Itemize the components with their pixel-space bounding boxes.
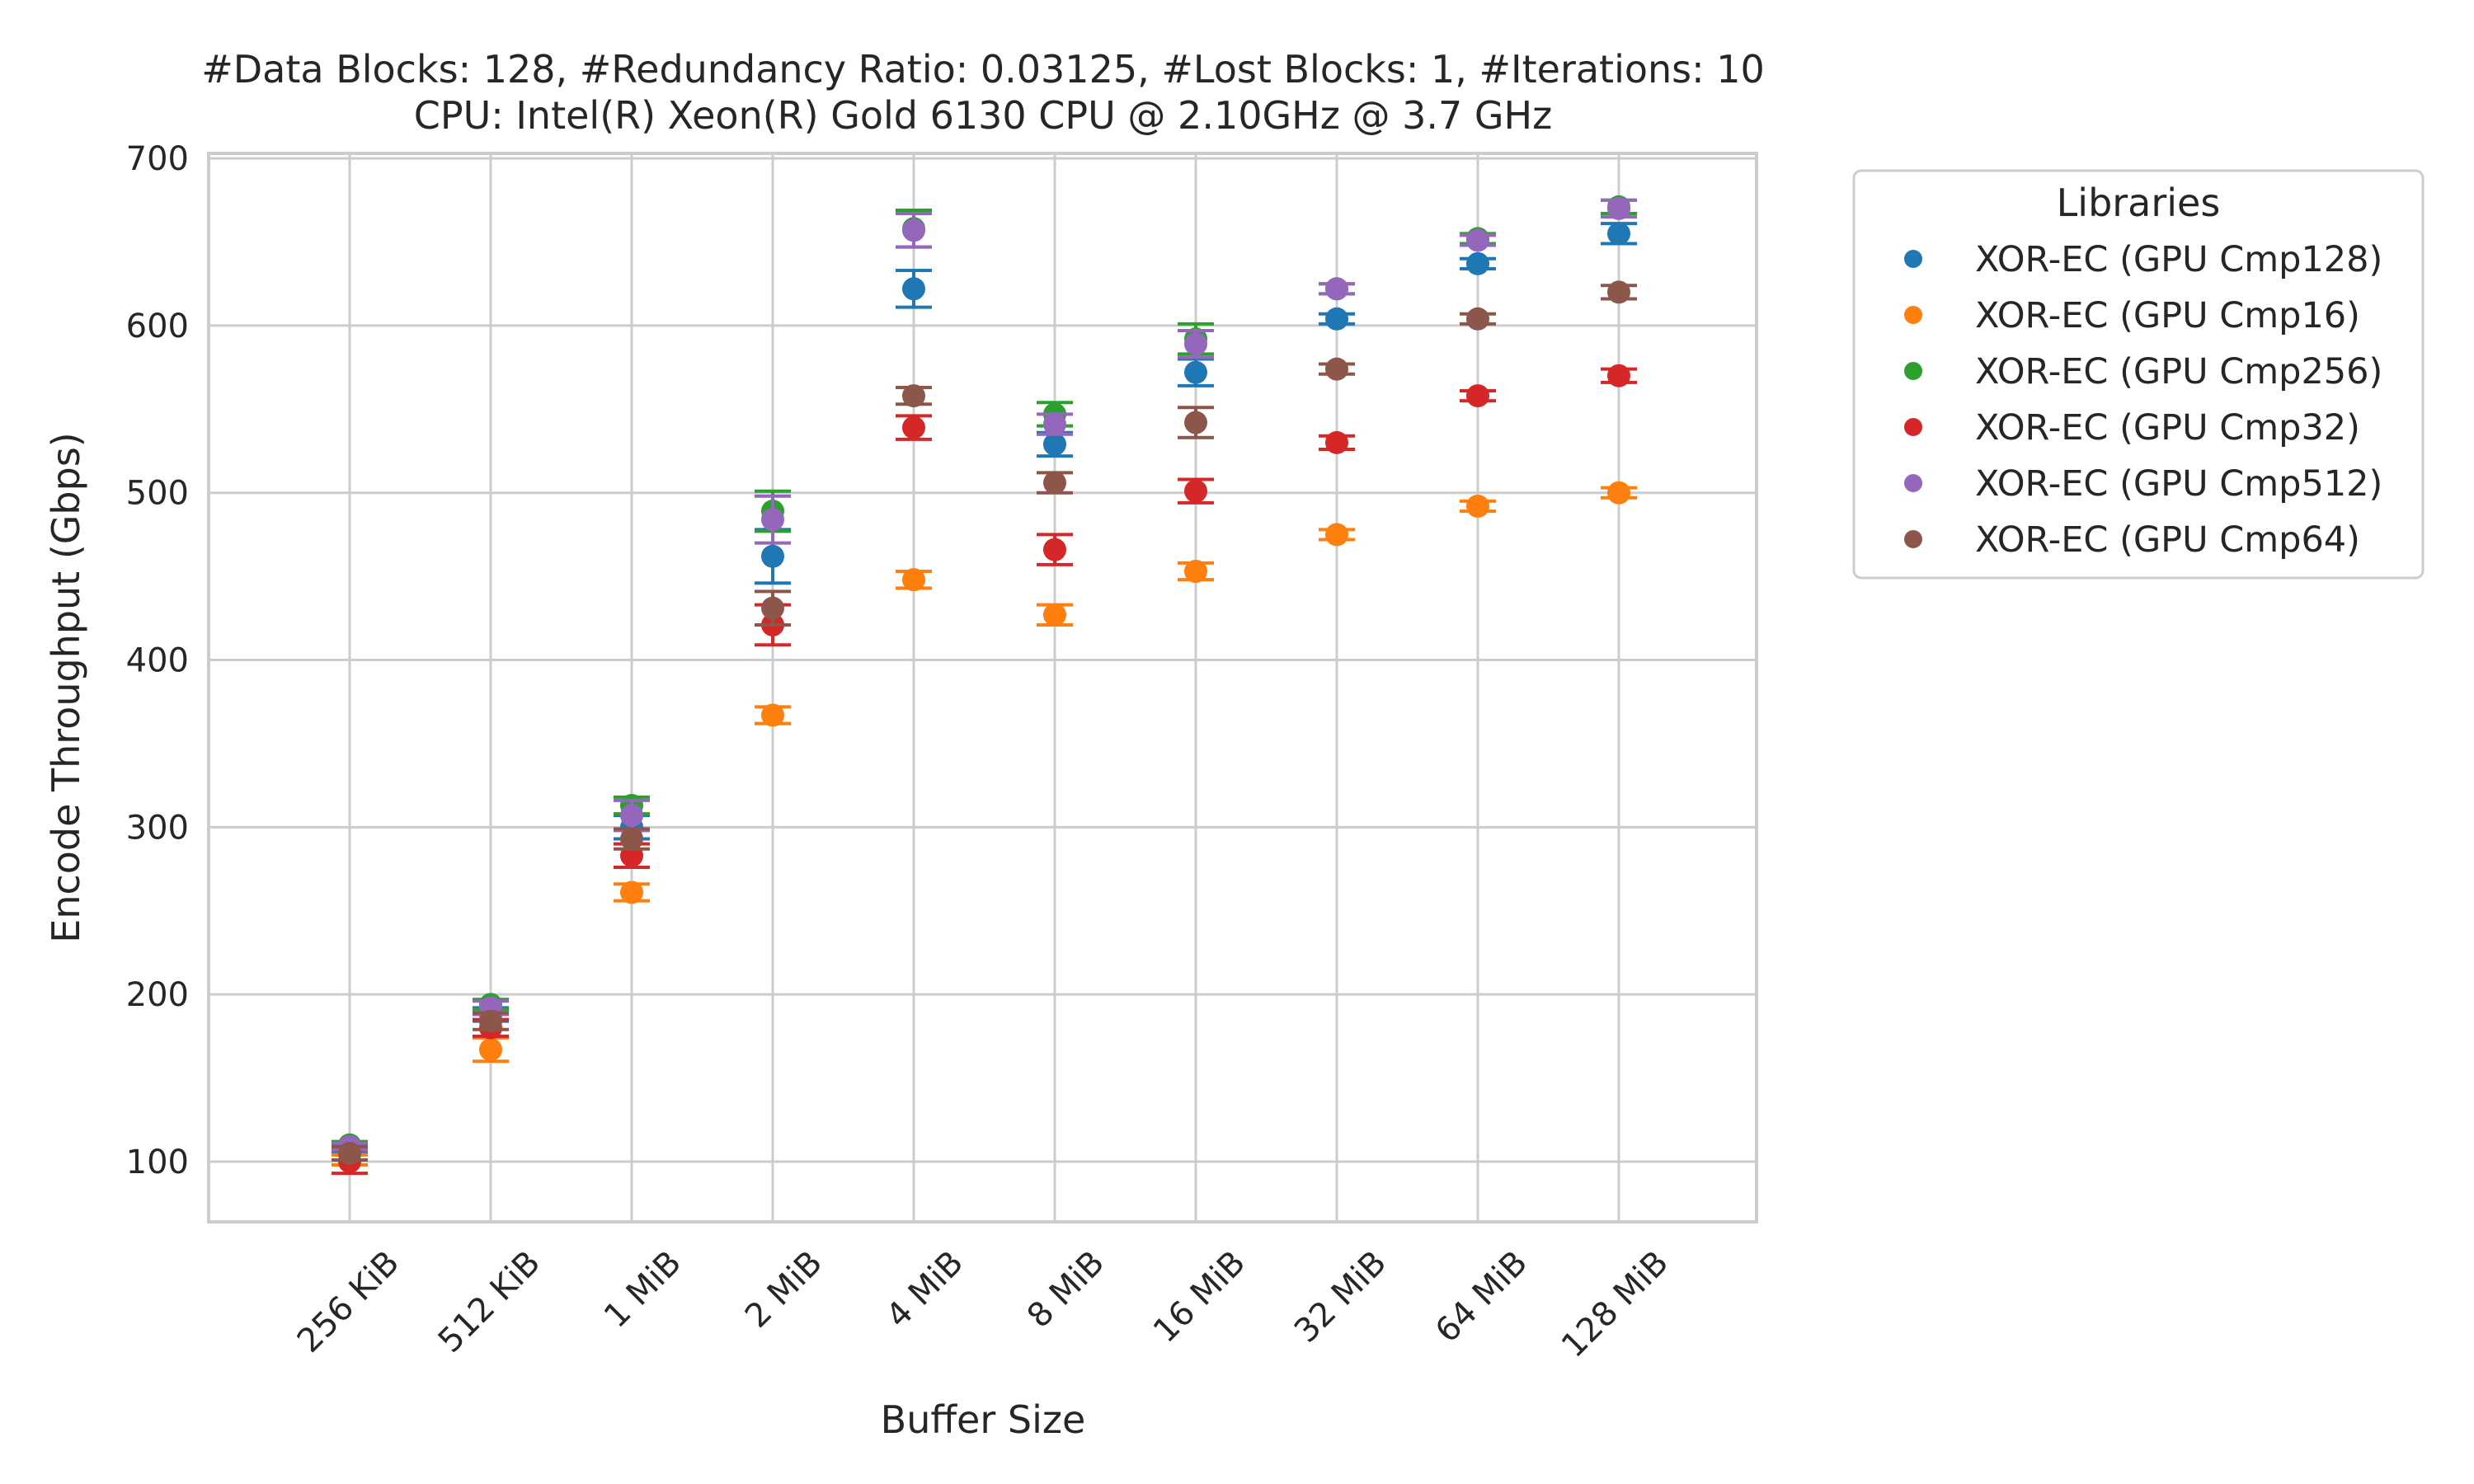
data-point	[1466, 307, 1489, 331]
data-point	[902, 277, 925, 301]
data-point	[1043, 538, 1066, 561]
data-point	[1607, 222, 1630, 246]
data-point	[1043, 603, 1066, 627]
plot-area	[332, 195, 1637, 1176]
series-xor-ec-gpu-cmp64-	[332, 280, 1637, 1165]
series-xor-ec-gpu-cmp512-	[332, 196, 1637, 1158]
data-point	[1184, 560, 1207, 584]
data-point	[902, 416, 925, 439]
data-point	[1043, 412, 1066, 436]
data-point	[1466, 494, 1489, 518]
legend-marker	[1904, 418, 1922, 436]
data-point	[1607, 196, 1630, 220]
legend-marker	[1904, 362, 1922, 380]
data-point	[1184, 360, 1207, 384]
data-point	[1325, 307, 1348, 331]
data-point	[620, 827, 643, 851]
y-axis-label: Encode Throughput (Gbps)	[44, 432, 88, 943]
legend-label: XOR-EC (GPU Cmp128)	[1975, 239, 2382, 280]
data-point	[902, 568, 925, 592]
data-point	[479, 1009, 502, 1033]
data-point	[1325, 277, 1348, 301]
y-tick-label: 400	[126, 642, 189, 680]
data-point	[1607, 364, 1630, 387]
data-point	[1325, 430, 1348, 454]
legend: Libraries XOR-EC (GPU Cmp128)XOR-EC (GPU…	[1852, 169, 2425, 580]
x-axis-label: Buffer Size	[881, 1397, 1086, 1442]
legend-label: XOR-EC (GPU Cmp512)	[1975, 463, 2382, 505]
y-tick-label: 500	[126, 475, 189, 513]
y-tick-label: 300	[126, 809, 189, 847]
legend-label: XOR-EC (GPU Cmp256)	[1975, 351, 2382, 392]
data-point	[902, 384, 925, 408]
data-point	[761, 703, 784, 727]
y-tick-label: 200	[126, 976, 189, 1014]
y-tick-label: 600	[126, 308, 189, 345]
data-point	[479, 1038, 502, 1062]
data-point	[1184, 479, 1207, 503]
data-point	[1184, 411, 1207, 434]
data-point	[1466, 384, 1489, 408]
legend-marker	[1904, 250, 1922, 268]
legend-label: XOR-EC (GPU Cmp64)	[1975, 519, 2360, 561]
data-point	[1043, 432, 1066, 456]
data-point	[1325, 523, 1348, 547]
chart-title: #Data Blocks: 128, #Redundancy Ratio: 0.…	[201, 47, 1765, 92]
legend-marker	[1904, 530, 1922, 548]
data-point	[1607, 481, 1630, 505]
data-point	[1466, 228, 1489, 252]
data-point	[1325, 357, 1348, 381]
data-point	[1043, 471, 1066, 495]
data-point	[902, 218, 925, 242]
legend-marker	[1904, 306, 1922, 324]
y-tick-label: 700	[126, 140, 189, 178]
legend-box	[1852, 169, 2425, 580]
legend-title: Libraries	[2057, 181, 2221, 225]
data-point	[761, 508, 784, 532]
data-point	[620, 881, 643, 904]
data-point	[1466, 251, 1489, 275]
data-point	[761, 596, 784, 620]
grid	[209, 153, 1757, 1222]
data-point	[761, 544, 784, 568]
data-point	[1607, 280, 1630, 304]
legend-label: XOR-EC (GPU Cmp16)	[1975, 295, 2360, 336]
y-axis-ticks: 100 200 300 400 500 600 700	[126, 140, 189, 1181]
data-point	[620, 804, 643, 828]
legend-label: XOR-EC (GPU Cmp32)	[1975, 407, 2360, 448]
data-point	[1184, 332, 1207, 356]
data-point	[338, 1141, 361, 1165]
chart-subtitle: CPU: Intel(R) Xeon(R) Gold 6130 CPU @ 2.…	[414, 93, 1553, 138]
legend-marker	[1904, 474, 1922, 492]
legend-items: XOR-EC (GPU Cmp128) XOR-EC (GPU Cmp16) XOR…	[1904, 239, 2382, 561]
y-tick-label: 100	[126, 1144, 189, 1181]
plot-frame	[207, 152, 1758, 1223]
